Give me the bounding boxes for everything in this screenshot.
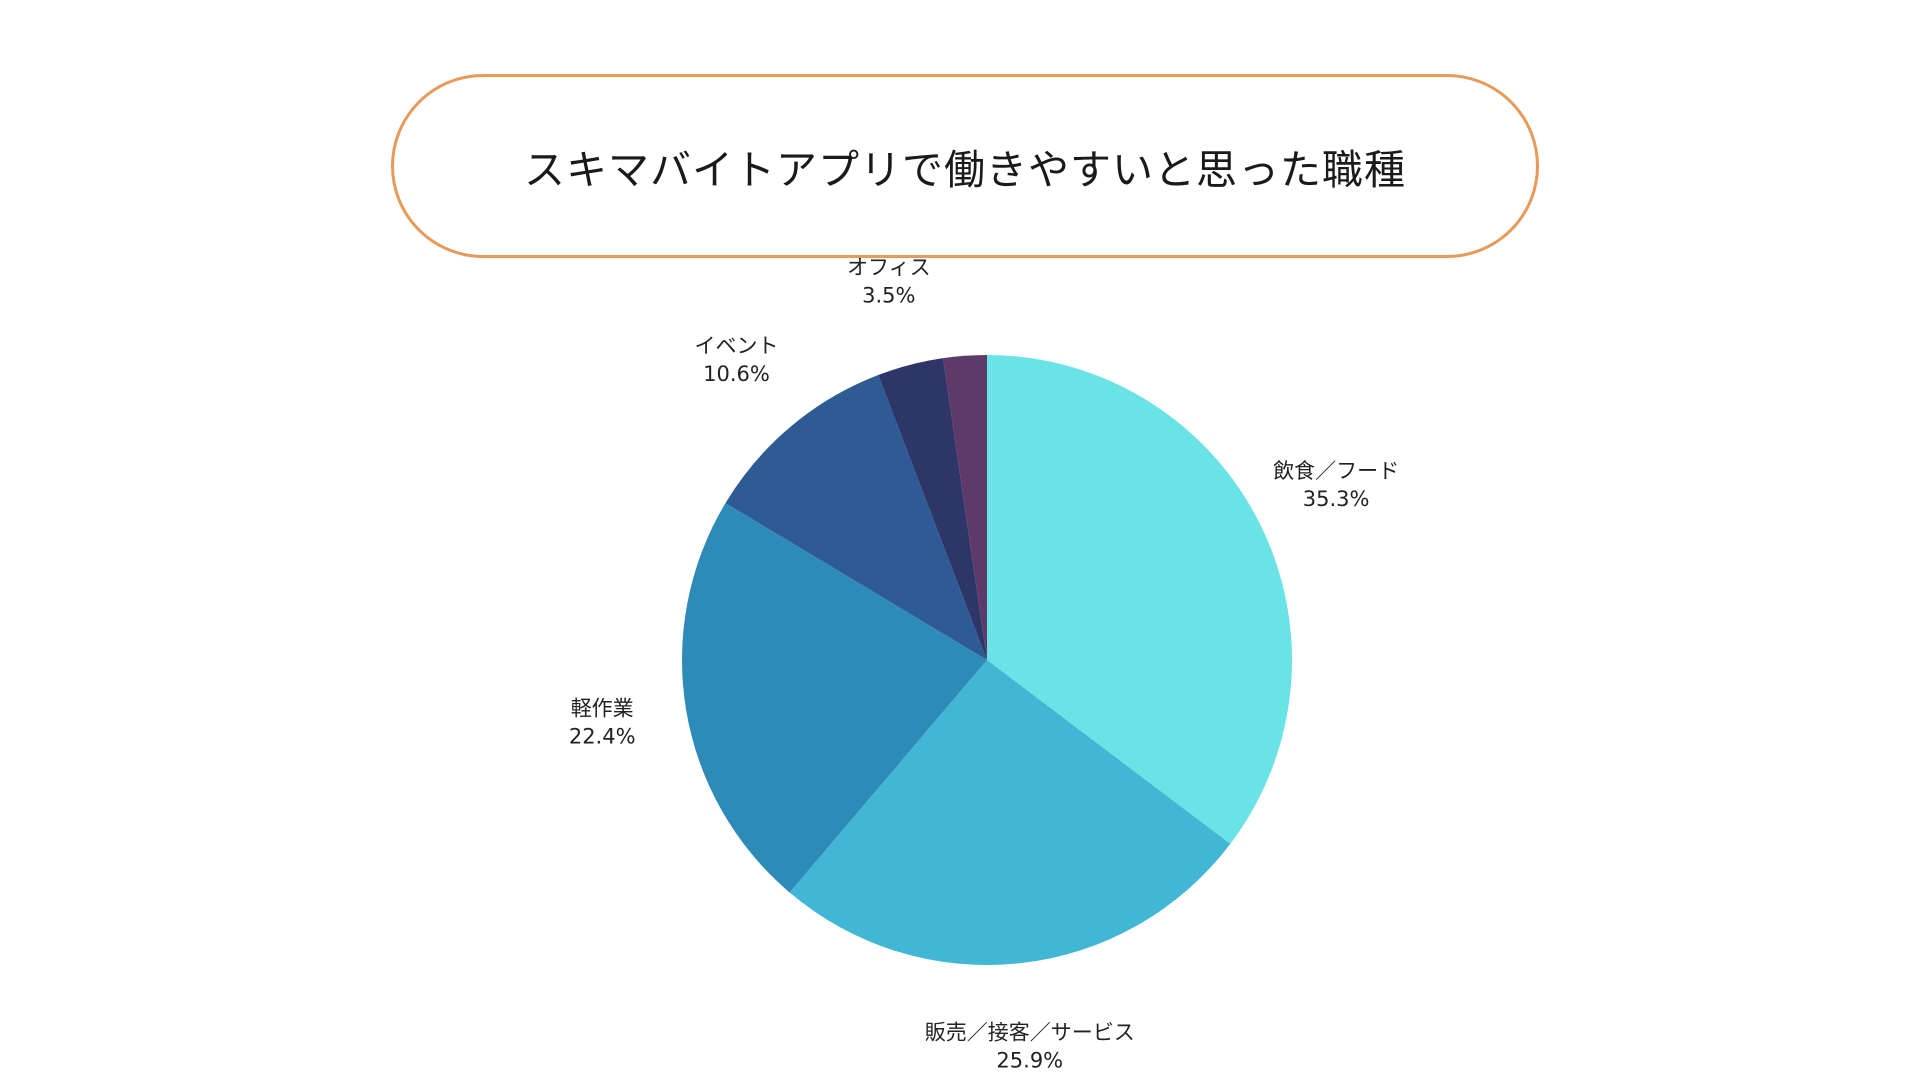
slice-label-2: 軽作業 [571, 696, 634, 720]
slice-label-0: 飲食／フード [1273, 459, 1399, 483]
slice-value-label-2: 22.4% [569, 724, 636, 748]
pie-slice-3 [725, 375, 987, 660]
slice-value-label-4: 3.5% [862, 284, 915, 308]
pie-slices [681, 355, 1292, 965]
pie-slice-1 [789, 660, 1231, 965]
slice-value-label-1: 25.9% [996, 1049, 1063, 1073]
slice-label-1: 販売／接客／サービス [925, 1021, 1135, 1045]
pie-slice-2 [681, 503, 987, 893]
pie-slice-5 [943, 355, 987, 660]
chart-title: スキマバイトアプリで働きやすいと思った職種 [524, 146, 1406, 194]
slice-label-3: イベント [695, 334, 779, 358]
slice-label-4: オフィス [847, 256, 931, 280]
pie-slice-4 [878, 358, 987, 660]
slice-value-label-3: 10.6% [703, 362, 770, 386]
pie-slice-0 [987, 355, 1292, 844]
title-box: スキマバイトアプリで働きやすいと思った職種 [391, 74, 1539, 258]
slice-value-label-0: 35.3% [1303, 487, 1370, 511]
pie-labels: 飲食／フード 35.3% 販売／接客／サービス 25.9% 軽作業 22.4% イベント 10… [569, 256, 1399, 1073]
